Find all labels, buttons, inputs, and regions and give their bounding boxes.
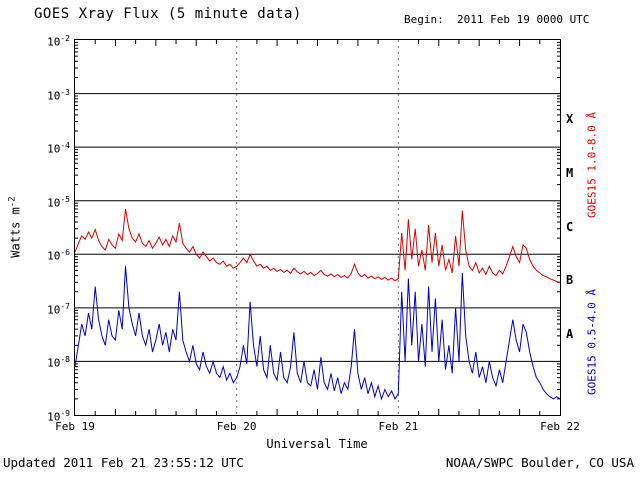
x-tick-label: Feb 19 [55,420,95,433]
series-line-long [75,208,560,283]
y-tick-label: 10-9 [47,409,70,424]
y-tick-label: 10-2 [47,34,70,49]
flare-class-letter-X: X [566,112,574,127]
y-axis-label: Watts m-2 [8,196,23,257]
plot-title: GOES Xray Flux (5 minute data) [34,6,302,22]
flare-class-letter-A: A [566,326,574,341]
flare-class-letter-C: C [566,219,574,234]
series-label-short-wavelength: GOES15 0.5-4.0 Å [585,289,599,395]
y-tick-label: 10-4 [47,141,70,156]
series-line-short [75,266,560,401]
x-tick-label: Feb 21 [378,420,419,433]
y-axis-label-exponent: -2 [7,196,18,208]
begin-time-label: Begin: 2011 Feb 19 0000 UTC [404,13,590,26]
flare-class-letter-M: M [566,165,574,180]
x-tick-label: Feb 22 [540,420,580,433]
updated-timestamp: Updated 2011 Feb 21 23:55:12 UTC [3,455,244,470]
y-axis-label-text: Watts m [8,207,23,258]
x-axis-label: Universal Time [266,437,368,451]
x-tick-label: Feb 20 [216,420,257,433]
plot-svg [75,40,560,415]
y-tick-label: 10-7 [47,301,70,317]
y-tick-label: 10-6 [47,248,70,263]
y-tick-label: 10-3 [47,87,70,103]
credit-label: NOAA/SWPC Boulder, CO USA [445,455,634,470]
y-tick-label: 10-5 [47,194,70,210]
flare-class-letter-B: B [566,273,574,288]
plot-area [74,39,561,416]
y-tick-label: 10-8 [47,355,70,371]
series-label-long-wavelength: GOES15 1.0-8.0 Å [585,112,599,218]
